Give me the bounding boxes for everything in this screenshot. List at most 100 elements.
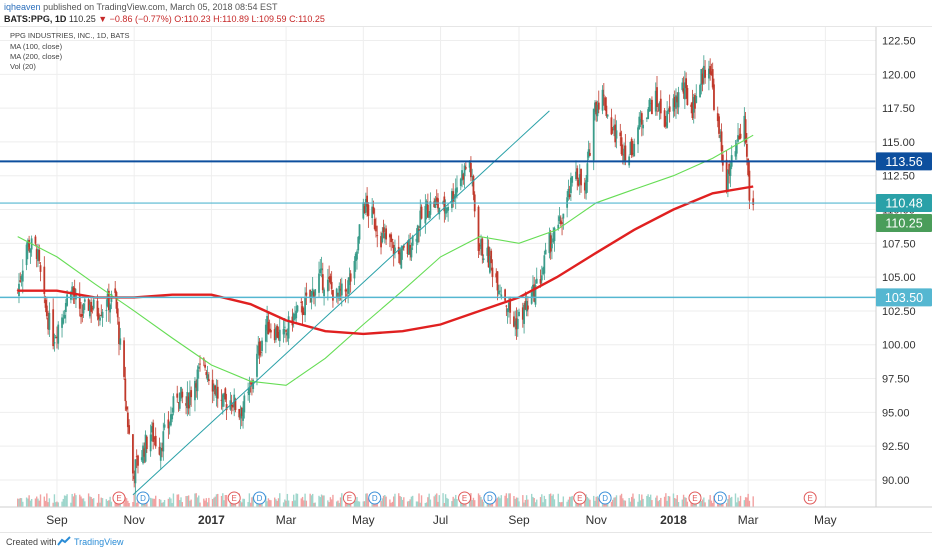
candle-body [533, 284, 536, 302]
candle-body [700, 69, 703, 85]
volume-bar [338, 502, 340, 507]
volume-bar [18, 498, 20, 507]
candle-body [221, 394, 224, 407]
candle-body [362, 202, 365, 219]
volume-bar [82, 498, 85, 507]
legend-ma100[interactable]: MA (100, close) [10, 42, 63, 51]
event-marker-label: E [577, 494, 582, 503]
volume-bars [17, 493, 754, 507]
candle-body [571, 176, 574, 183]
candle-body [162, 431, 165, 452]
volume-bar [243, 498, 246, 507]
candle-body [87, 299, 90, 311]
price-axis[interactable]: 90.00 92.50 95.00 97.50 100.00 102.50 105.00 10… [882, 36, 916, 487]
volume-bar [389, 499, 391, 507]
candle-body [552, 238, 555, 243]
price-tick-label: 122.50 [882, 36, 916, 48]
candle-body [371, 206, 374, 219]
candle-body [266, 315, 269, 331]
candle-body [135, 456, 138, 458]
volume-bar [225, 494, 228, 507]
candle-body [71, 286, 74, 294]
candle-body [594, 102, 596, 112]
grid-lines [0, 27, 876, 507]
volume-bar [44, 500, 47, 507]
volume-bar [524, 499, 527, 507]
candle-body [624, 145, 627, 161]
earnings-marker [458, 491, 472, 505]
candle-body [167, 419, 170, 429]
candle-body [468, 161, 471, 168]
volume-bar [27, 498, 29, 507]
tradingview-brand[interactable]: TradingView [74, 537, 124, 547]
candle-body [25, 244, 28, 266]
time-axis[interactable]: Sep Nov 2017 Mar May Jul Sep Nov 2018 Mar May [46, 513, 836, 527]
volume-bar [363, 501, 366, 507]
volume-bar [385, 496, 387, 507]
candle-body [499, 290, 501, 292]
candle-body [105, 310, 108, 311]
candle-body [214, 385, 217, 395]
candle-body [82, 303, 85, 314]
event-marker-label: E [347, 494, 352, 503]
volume-bar [729, 497, 732, 507]
volume-bar [651, 500, 653, 507]
volume-bar [332, 494, 334, 507]
volume-bar [558, 502, 561, 507]
chart-title: PPG INDUSTRIES, INC., 1D, BATS [10, 31, 129, 40]
volume-bar [314, 502, 316, 507]
candle-body [354, 253, 357, 261]
volume-bar [496, 497, 499, 507]
candle-body [651, 99, 653, 115]
candle-body [72, 287, 75, 293]
candle-body [611, 128, 614, 131]
volume-bar [534, 502, 537, 507]
candle-body [523, 304, 525, 324]
candle-body [694, 95, 696, 109]
candle-body [708, 68, 710, 79]
volume-bar [365, 493, 367, 507]
volume-bar [427, 497, 429, 507]
candle-body [743, 115, 746, 142]
volume-bar [189, 500, 191, 507]
candle-body [340, 283, 343, 296]
volume-bar [676, 495, 678, 507]
candle-body [375, 225, 377, 232]
candle-body [673, 96, 676, 108]
volume-bar [185, 496, 187, 507]
candle-body [695, 95, 698, 103]
candle-body [620, 137, 623, 155]
volume-bar [646, 495, 648, 507]
candle-body [515, 318, 518, 330]
volume-bar [149, 497, 152, 507]
candle-body [194, 380, 196, 401]
volume-bar [623, 500, 625, 507]
candle-body [549, 235, 552, 252]
candle-body [81, 314, 84, 317]
volume-bar [20, 498, 23, 507]
legend-volume[interactable]: Vol (20) [10, 62, 36, 71]
candle-body [124, 378, 127, 402]
candle-body [462, 174, 465, 180]
price-chart[interactable]: E D E D E D E D E D E D E 90.00 92.50 95.00 97.50 100.00… [0, 27, 932, 532]
volume-bar [504, 495, 506, 507]
volume-bar [406, 501, 409, 507]
volume-bar [691, 502, 694, 507]
volume-bar [539, 497, 542, 507]
time-tick-label: 2018 [660, 513, 687, 527]
volume-bar [134, 493, 137, 507]
candle-body [682, 88, 685, 94]
legend-ma200[interactable]: MA (200, close) [10, 52, 63, 61]
volume-bar [366, 493, 368, 507]
volume-bar [211, 498, 214, 507]
candle-body [521, 307, 524, 320]
candle-body [540, 275, 543, 281]
volume-bar [220, 495, 223, 507]
volume-bar [713, 495, 715, 507]
candle-body [339, 288, 342, 291]
volume-bar [310, 495, 313, 507]
author-name[interactable]: iqheaven [4, 2, 41, 12]
volume-bar [471, 499, 473, 507]
volume-bar [447, 498, 449, 507]
event-marker-label: E [692, 494, 697, 503]
